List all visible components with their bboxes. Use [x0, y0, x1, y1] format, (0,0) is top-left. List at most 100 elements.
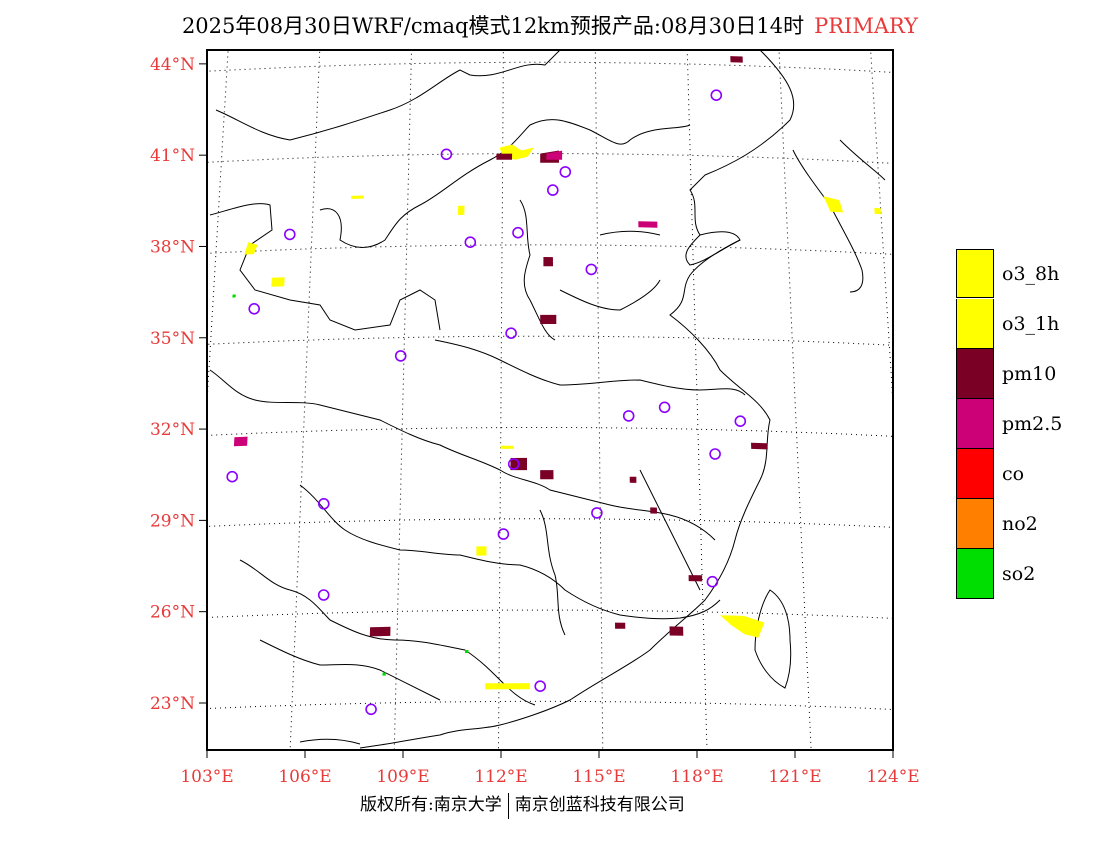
- pollutant-area-o3: [271, 277, 285, 287]
- legend-label: pm10: [1002, 363, 1057, 385]
- footer-left: 版权所有:南京大学: [360, 795, 502, 815]
- title-main: 2025年08月30日WRF/cmaq模式12km预报产品:08月30日14时: [181, 14, 805, 38]
- footer-separator: [507, 792, 509, 819]
- pollutant-area-pm10: [751, 442, 768, 450]
- legend-label: co: [1002, 463, 1025, 485]
- legend-item-no2: no2: [956, 499, 1100, 549]
- lat-label: 35°N: [150, 329, 195, 349]
- station-marker: [440, 148, 453, 161]
- graticule: [76, 0, 893, 837]
- lon-label: 115°E: [572, 767, 625, 787]
- station-marker: [591, 507, 603, 519]
- legend-item-pm25: pm2.5: [956, 399, 1100, 449]
- pollutant-area-o3: [351, 195, 364, 199]
- station-marker: [734, 415, 747, 428]
- pollutant-area-pm10: [669, 626, 684, 636]
- meridian-100: [76, 0, 142, 837]
- legend-item-so2: so2: [956, 549, 1100, 599]
- legend-label: o3_1h: [1002, 313, 1060, 335]
- parallel-23: [207, 700, 893, 710]
- station-marker: [507, 458, 520, 470]
- interior-boundaries-5: [299, 484, 721, 620]
- legend-label: pm2.5: [1002, 413, 1063, 435]
- korea-outline: [792, 139, 886, 293]
- legend-swatch: [956, 549, 994, 599]
- pollutant-area-o3: [720, 615, 765, 638]
- pollutant-area-pm10: [496, 153, 513, 160]
- longitude-axis: 103°E 106°E 109°E 112°E 115°E 118°E 121°E 124°E: [180, 750, 920, 787]
- lon-label: 118°E: [670, 767, 723, 787]
- map-title: 2025年08月30日WRF/cmaq模式12km预报产品:08月30日14时 P…: [0, 10, 1100, 40]
- pollutant-area-o3: [500, 445, 514, 449]
- pollutant-area-o3: [458, 205, 465, 215]
- pollutant-areas: [232, 56, 881, 690]
- interior-boundaries-6: [239, 559, 536, 706]
- meridian-109: [393, 50, 413, 750]
- pollutant-area-pm10: [540, 314, 557, 324]
- parallel-29: [207, 518, 893, 528]
- pollutant-area-pm10: [629, 476, 637, 483]
- pollutant-area-pm10: [650, 507, 657, 514]
- pollutant-area-pm10: [543, 257, 553, 267]
- lat-label: 26°N: [150, 603, 195, 623]
- pollutant-area-o3: [476, 546, 487, 556]
- legend-swatch: [956, 349, 994, 399]
- parallel-26: [207, 609, 893, 619]
- interior-boundaries-2: [319, 119, 691, 341]
- pollutant-area-so2: [232, 294, 236, 298]
- copyright-footer: 版权所有:南京大学 南京创蓝科技有限公司: [360, 790, 685, 819]
- pollutant-area-pm10: [369, 626, 391, 637]
- station-marker: [512, 226, 524, 239]
- pollutant-area-o3: [823, 196, 844, 213]
- parallel-44: [207, 61, 893, 73]
- station-marker: [585, 263, 598, 276]
- pollutant-area-o3: [874, 207, 881, 215]
- legend-label: no2: [1002, 513, 1038, 535]
- station-marker: [317, 589, 330, 601]
- legend-swatch: [956, 299, 994, 349]
- station-marker: [283, 228, 296, 241]
- map-frame: [206, 49, 894, 751]
- lat-label: 41°N: [150, 146, 195, 166]
- pollutant-area-pm10: [688, 575, 703, 582]
- pollutant-area-pm25: [546, 150, 563, 160]
- lat-label: 38°N: [150, 237, 195, 257]
- station-marker: [559, 166, 572, 178]
- title-tag: PRIMARY: [814, 14, 919, 38]
- pollutant-area-pm25: [233, 436, 248, 447]
- legend-label: o3_8h: [1002, 263, 1060, 285]
- station-marker: [184, 641, 194, 651]
- meridian-121: [778, 50, 812, 750]
- station-marker: [317, 497, 330, 510]
- pollutant-area-o3: [485, 683, 530, 690]
- lon-label: 103°E: [180, 767, 233, 787]
- interior-boundaries-1: [209, 203, 441, 331]
- legend-label: so2: [1002, 563, 1036, 585]
- lon-label: 112°E: [474, 767, 527, 787]
- lon-label: 121°E: [768, 767, 821, 787]
- station-marker: [394, 350, 407, 362]
- pollutant-area-so2: [382, 672, 386, 676]
- legend-swatch: [956, 249, 994, 298]
- parallel-41: [207, 153, 893, 164]
- pollutant-area-pm10: [540, 470, 554, 480]
- legend-item-co: co: [956, 449, 1100, 499]
- latitude-axis: 23°N 26°N 29°N 32°N 35°N 38°N 41°N 44°N: [150, 55, 207, 714]
- lat-label: 29°N: [150, 511, 195, 531]
- lon-label: 109°E: [376, 767, 429, 787]
- parallel-35: [207, 335, 893, 346]
- coastline-and-border: [215, 50, 795, 749]
- meridian-112: [497, 50, 504, 750]
- pollutant-area-o3: [244, 242, 258, 255]
- hainan-edge: [299, 738, 361, 745]
- taiwan-outline: [754, 589, 792, 689]
- interior-boundaries-4: [209, 369, 716, 541]
- pollutant-area-pm10: [615, 622, 626, 629]
- station-marker: [622, 410, 635, 422]
- lat-label: 44°N: [150, 55, 195, 75]
- footer-right: 南京创蓝科技有限公司: [514, 795, 685, 815]
- lon-label: 124°E: [866, 767, 919, 787]
- station-marker: [534, 680, 547, 693]
- lat-label: 32°N: [150, 420, 195, 440]
